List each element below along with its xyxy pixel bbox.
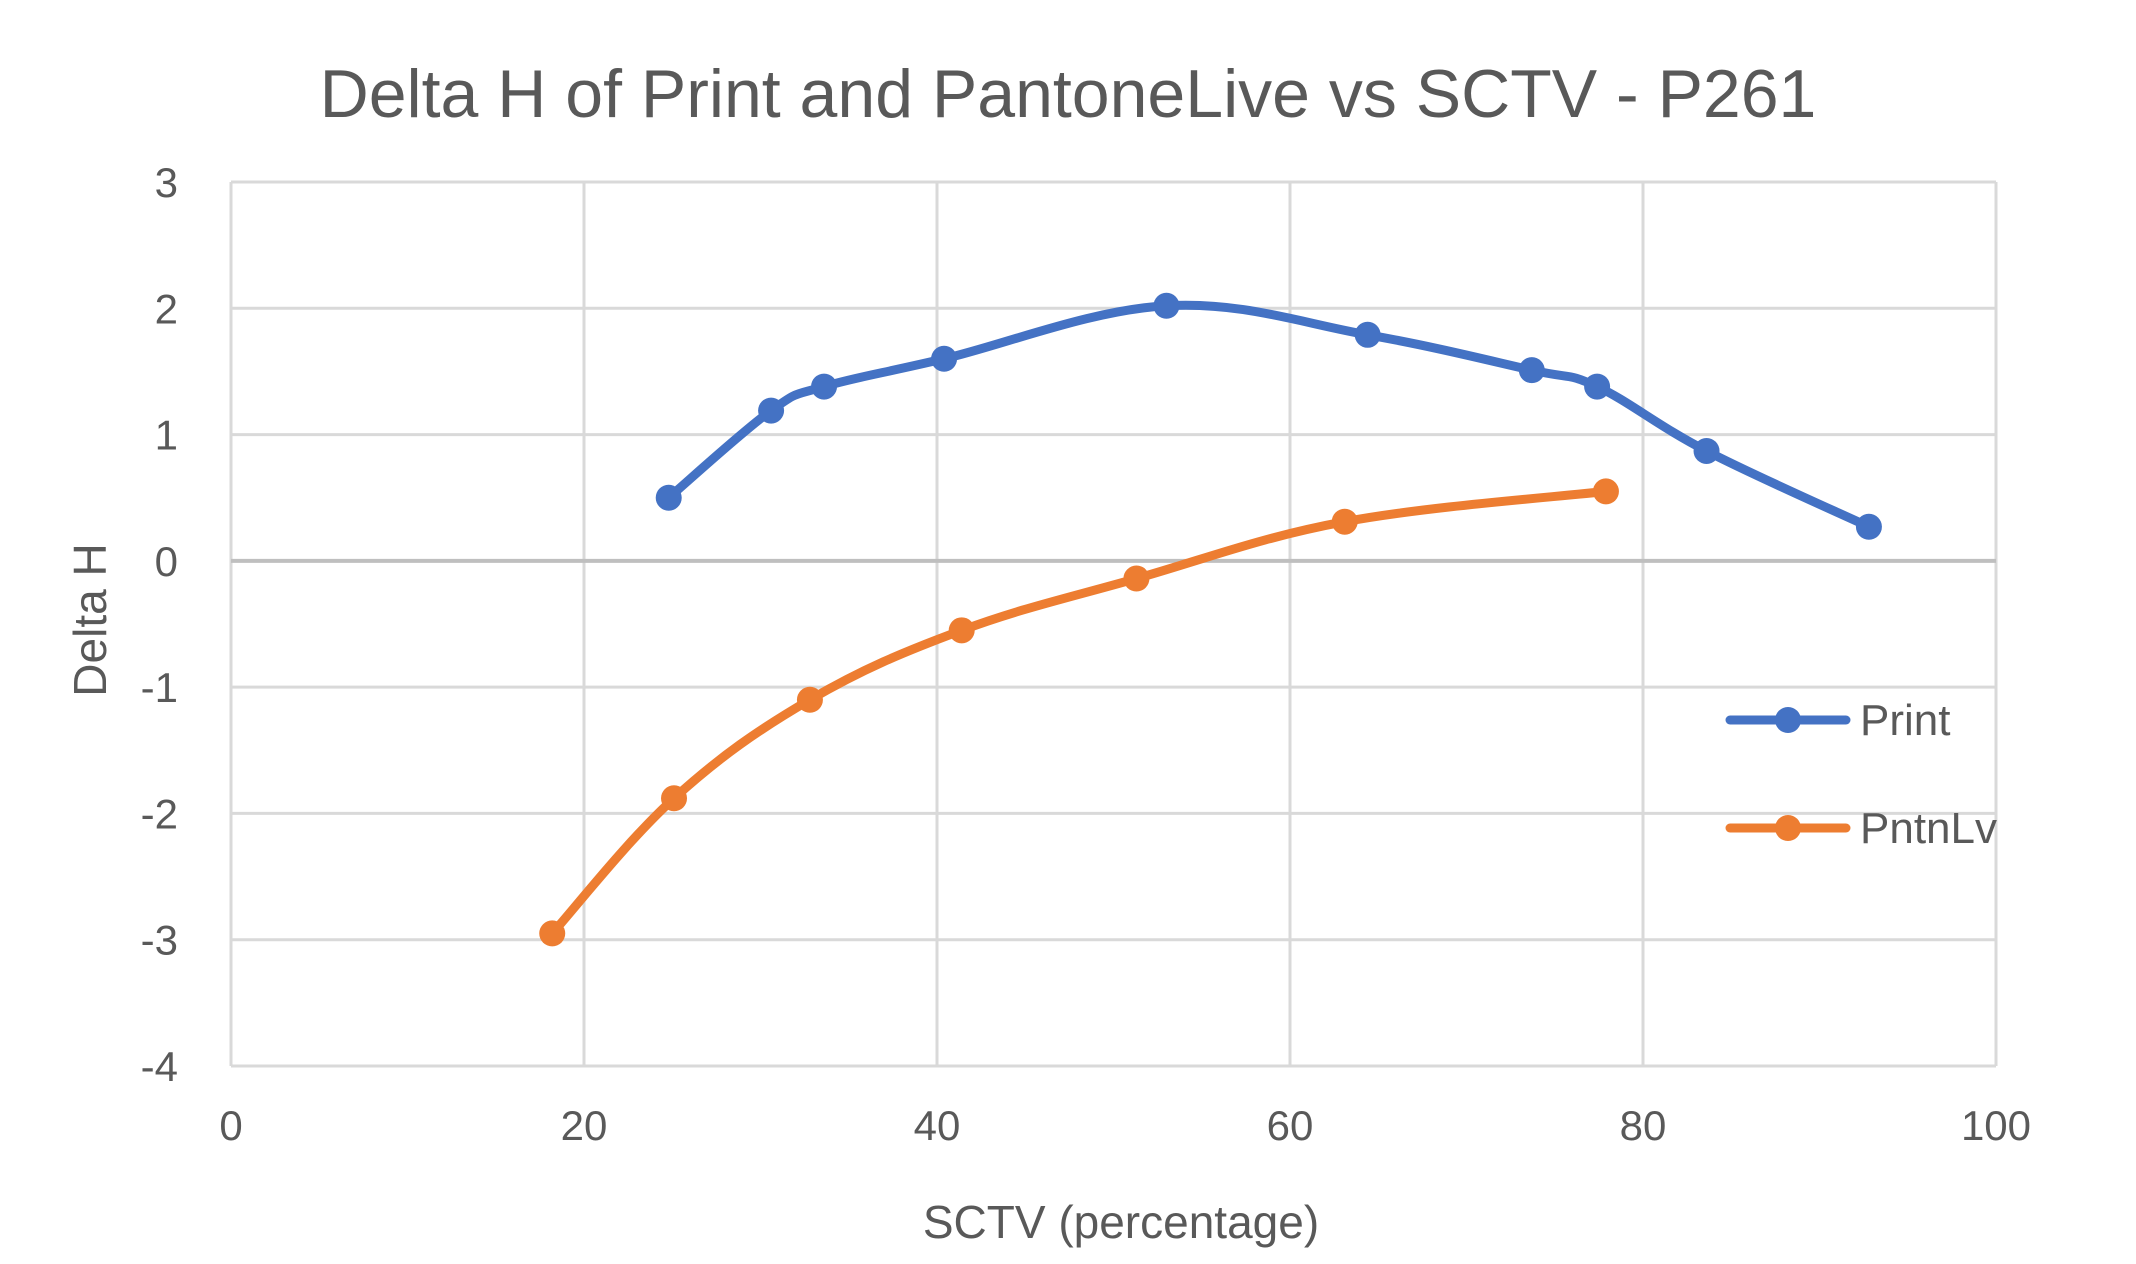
legend: Print PntnLv bbox=[1725, 696, 1997, 853]
y-axis-title: Delta H bbox=[64, 543, 116, 696]
series-layer bbox=[539, 292, 1882, 947]
y-tick-label: -3 bbox=[141, 917, 178, 964]
x-tick-label: 80 bbox=[1620, 1102, 1667, 1149]
data-point-pntnlv bbox=[539, 920, 566, 947]
x-tick-label: 0 bbox=[219, 1102, 242, 1149]
y-tick-label: -1 bbox=[141, 664, 178, 711]
legend-label-print: Print bbox=[1860, 696, 1950, 745]
legend-marker-pntnlv bbox=[1775, 815, 1801, 841]
data-point-print bbox=[931, 345, 958, 372]
chart-title: Delta H of Print and PantoneLive vs SCTV… bbox=[320, 56, 1817, 132]
data-point-pntnlv bbox=[1592, 478, 1619, 505]
x-tick-label: 40 bbox=[914, 1102, 961, 1149]
data-point-print bbox=[811, 373, 838, 400]
x-tick-label: 60 bbox=[1267, 1102, 1314, 1149]
data-point-print bbox=[1855, 513, 1882, 540]
data-point-print bbox=[758, 397, 785, 424]
x-axis-title: SCTV (percentage) bbox=[923, 1196, 1319, 1248]
y-tick-label: -4 bbox=[141, 1043, 178, 1090]
x-tick-label: 20 bbox=[561, 1102, 608, 1149]
data-point-pntnlv bbox=[796, 686, 823, 713]
data-point-print bbox=[1518, 357, 1545, 384]
legend-item-pntnlv: PntnLv bbox=[1725, 804, 1997, 853]
data-point-print bbox=[655, 484, 682, 511]
gridlines bbox=[229, 180, 1998, 1068]
y-tick-label: -2 bbox=[141, 790, 178, 837]
series-line-print bbox=[664, 300, 1874, 532]
data-point-print bbox=[1693, 437, 1720, 464]
data-point-print bbox=[1584, 373, 1611, 400]
legend-label-pntnlv: PntnLv bbox=[1860, 804, 1997, 853]
x-tick-label: 100 bbox=[1961, 1102, 2031, 1149]
legend-item-print: Print bbox=[1725, 696, 1950, 745]
legend-marker-print bbox=[1775, 707, 1801, 733]
data-point-pntnlv bbox=[1123, 565, 1150, 592]
tick-labels: 0 20 40 60 80 100 3 2 1 0 -1 -2 -3 -4 bbox=[141, 159, 2031, 1149]
y-tick-label: 1 bbox=[155, 412, 178, 459]
y-tick-label: 2 bbox=[155, 285, 178, 332]
y-tick-label: 0 bbox=[155, 538, 178, 585]
data-point-pntnlv bbox=[948, 617, 975, 644]
y-tick-label: 3 bbox=[155, 159, 178, 206]
data-point-print bbox=[1354, 321, 1381, 348]
data-point-pntnlv bbox=[661, 785, 688, 812]
data-point-print bbox=[1153, 292, 1180, 319]
series-pntnlv bbox=[539, 478, 1619, 947]
data-point-pntnlv bbox=[1331, 508, 1358, 535]
series-print bbox=[655, 292, 1882, 540]
